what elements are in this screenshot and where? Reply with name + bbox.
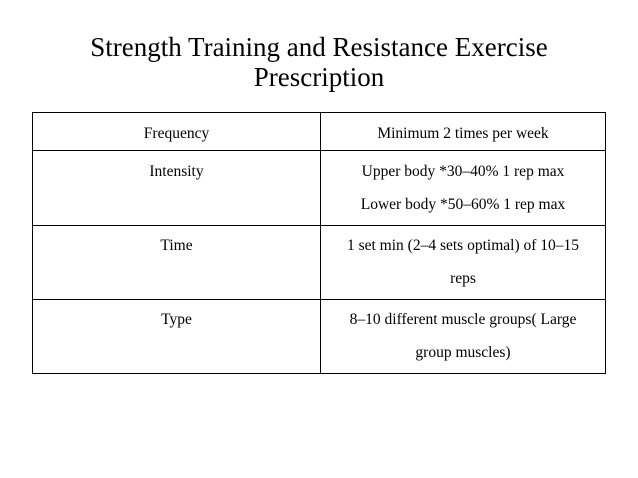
value-line: Upper body *30–40% 1 rep max [361, 163, 565, 180]
table-row: Type 8–10 different muscle groups( Large … [32, 299, 606, 374]
table-row: Intensity Upper body *30–40% 1 rep max Low… [32, 150, 606, 226]
table-row: Frequency Minimum 2 times per week [32, 112, 606, 151]
table-body: Frequency Minimum 2 times per week Intensi… [32, 112, 606, 374]
row-label: Time [32, 225, 321, 300]
slide-title: Strength Training and Resistance Exercis… [90, 32, 548, 92]
prescription-table: Frequency Minimum 2 times per week Intensi… [32, 112, 606, 374]
row-value: 1 set min (2–4 sets optimal) of 10–15 re… [320, 225, 606, 300]
row-value: 8–10 different muscle groups( Large grou… [320, 299, 606, 374]
value-line: Lower body *50–60% 1 rep max [360, 196, 566, 213]
row-label: Type [32, 299, 321, 374]
value-line: 1 set min (2–4 sets optimal) of 10–15 re… [346, 237, 580, 287]
row-value: Upper body *30–40% 1 rep max Lower body *… [320, 150, 606, 226]
value-line: 8–10 different muscle groups( Large grou… [349, 311, 577, 361]
row-label: Intensity [32, 150, 321, 226]
row-value: Minimum 2 times per week [320, 112, 606, 151]
row-label: Frequency [32, 112, 321, 151]
table-row: Time 1 set min (2–4 sets optimal) of 10–1… [32, 225, 606, 300]
value-line: Minimum 2 times per week [377, 125, 549, 142]
